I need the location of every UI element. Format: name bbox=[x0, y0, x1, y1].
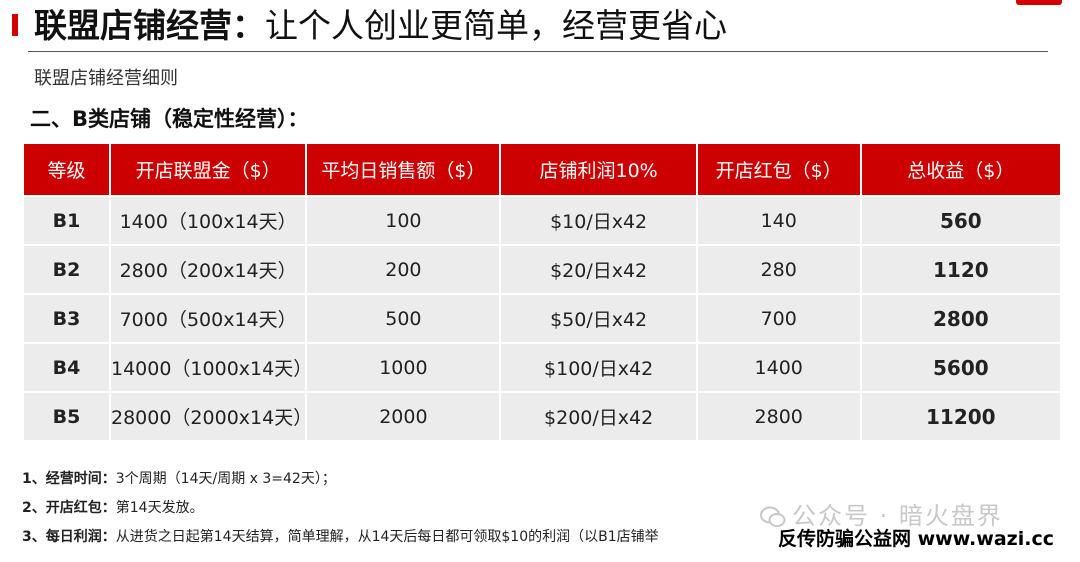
header-level: 等级 bbox=[24, 144, 109, 195]
watermark-account-text: 公众号 · 暗火盘界 bbox=[792, 502, 1003, 530]
corner-mark bbox=[1016, 0, 1062, 5]
cell-red-packet: 280 bbox=[697, 246, 860, 293]
watermark-site: 反传防骗公益网 www.wazi.cc bbox=[778, 528, 1054, 550]
cell-total: 560 bbox=[861, 197, 1060, 244]
cell-total: 5600 bbox=[861, 344, 1060, 391]
note-text: 第14天发放。 bbox=[115, 500, 204, 516]
table-row: B5 28000（2000x14天） 2000 $200/日x42 2800 1… bbox=[24, 393, 1060, 440]
cell-total: 2800 bbox=[861, 295, 1060, 342]
cell-red-packet: 2800 bbox=[697, 393, 860, 440]
note-item: 2、开店红包：第14天发放。 bbox=[22, 497, 659, 526]
cell-deposit: 28000（2000x14天） bbox=[110, 393, 312, 440]
header-profit: 店铺利润10% bbox=[501, 144, 696, 195]
cell-daily-sales: 500 bbox=[307, 295, 500, 342]
note-label: 2、开店红包： bbox=[22, 500, 116, 516]
cell-daily-sales: 1000 bbox=[307, 344, 500, 391]
table-row: B2 2800（200x14天） 200 $20/日x42 280 1120 bbox=[24, 246, 1060, 293]
note-label: 3、每日利润： bbox=[22, 529, 116, 545]
cell-level: B3 bbox=[24, 295, 109, 342]
notes-list: 1、经营时间：3个周期（14天/周期 x 3=42天）； 2、开店红包：第14天… bbox=[22, 468, 659, 555]
cell-profit: $100/日x42 bbox=[501, 344, 696, 391]
subtitle: 联盟店铺经营细则 bbox=[34, 68, 178, 89]
title-accent-bar bbox=[12, 14, 18, 36]
page-title-main: 联盟店铺经营： bbox=[34, 6, 265, 45]
page-title-rest: 让个人创业更简单，经营更省心 bbox=[265, 6, 727, 45]
note-label: 1、经营时间： bbox=[22, 471, 116, 487]
header-total: 总收益（$） bbox=[861, 144, 1060, 195]
cell-total: 1120 bbox=[861, 246, 1060, 293]
header-deposit: 开店联盟金（$） bbox=[110, 144, 306, 195]
wechat-icon bbox=[760, 506, 786, 527]
cell-red-packet: 1400 bbox=[697, 344, 860, 391]
cell-daily-sales: 2000 bbox=[307, 393, 500, 440]
cell-profit: $10/日x42 bbox=[501, 197, 696, 244]
note-text: 3个周期（14天/周期 x 3=42天）； bbox=[115, 471, 336, 487]
cell-red-packet: 140 bbox=[697, 197, 860, 244]
table-header-row: 等级 开店联盟金（$） 平均日销售额（$） 店铺利润10% 开店红包（$） 总收… bbox=[24, 144, 1060, 195]
header-daily-sales: 平均日销售额（$） bbox=[307, 144, 500, 195]
table-row: B3 7000（500x14天） 500 $50/日x42 700 2800 bbox=[24, 295, 1060, 342]
store-tier-table: 等级 开店联盟金（$） 平均日销售额（$） 店铺利润10% 开店红包（$） 总收… bbox=[22, 142, 1062, 442]
cell-daily-sales: 200 bbox=[307, 246, 500, 293]
header-red-packet: 开店红包（$） bbox=[697, 144, 860, 195]
cell-deposit: 1400（100x14天） bbox=[110, 197, 306, 244]
cell-level: B5 bbox=[24, 393, 109, 440]
cell-total: 11200 bbox=[861, 393, 1060, 440]
cell-daily-sales: 100 bbox=[307, 197, 500, 244]
cell-profit: $200/日x42 bbox=[501, 393, 696, 440]
cell-deposit: 14000（1000x14天） bbox=[110, 344, 312, 391]
cell-level: B1 bbox=[24, 197, 109, 244]
cell-red-packet: 700 bbox=[697, 295, 860, 342]
cell-profit: $20/日x42 bbox=[501, 246, 696, 293]
table-row: B4 14000（1000x14天） 1000 $100/日x42 1400 5… bbox=[24, 344, 1060, 391]
cell-level: B2 bbox=[24, 246, 109, 293]
cell-level: B4 bbox=[24, 344, 109, 391]
cell-profit: $50/日x42 bbox=[501, 295, 696, 342]
cell-deposit: 2800（200x14天） bbox=[110, 246, 306, 293]
note-text: 从进货之日起第14天结算，简单理解，从14天后每日都可领取$10的利润（以B1店… bbox=[115, 529, 659, 545]
watermark-account: 公众号 · 暗火盘界 bbox=[760, 496, 1003, 531]
table-row: B1 1400（100x14天） 100 $10/日x42 140 560 bbox=[24, 197, 1060, 244]
note-item: 3、每日利润：从进货之日起第14天结算，简单理解，从14天后每日都可领取$10的… bbox=[22, 526, 659, 555]
section-heading: 二、B类店铺（稳定性经营）： bbox=[30, 107, 309, 131]
cell-deposit: 7000（500x14天） bbox=[110, 295, 306, 342]
page-title: 联盟店铺经营：让个人创业更简单，经营更省心 bbox=[34, 4, 727, 48]
title-divider bbox=[28, 51, 1048, 52]
note-item: 1、经营时间：3个周期（14天/周期 x 3=42天）； bbox=[22, 468, 659, 497]
